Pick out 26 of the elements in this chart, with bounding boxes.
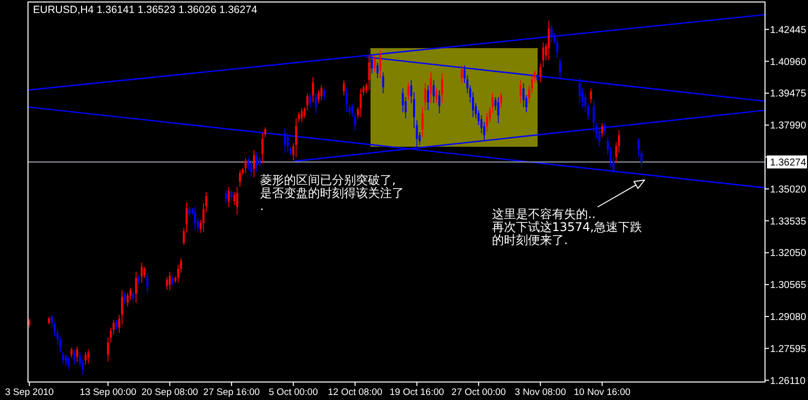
y-tick-label: 1.27595 (770, 344, 807, 355)
ref-line-label: 1.36274 (770, 157, 807, 168)
x-tick-label: 19 Oct 16:00 (390, 387, 444, 398)
y-tick-label: 1.40960 (770, 56, 807, 68)
x-tick-label: 27 Oct 00:00 (451, 387, 506, 398)
annotation: 菱形的区间已分别突破了,是否变盘的时刻得该关注了. (260, 173, 404, 213)
x-tick-label: 20 Sep 08:00 (142, 387, 198, 398)
y-tick-label: 1.30565 (770, 280, 807, 292)
y-tick-label: 1.39475 (770, 88, 807, 100)
x-tick-label: 27 Sep 16:00 (203, 387, 260, 398)
x-tick-label: 13 Sep 00:00 (80, 387, 136, 398)
x-tick-label: 3 Sep 2010 (5, 387, 54, 398)
annotation: 再次下试这13574,急速下跌的时刻便来了. (492, 220, 642, 247)
annotation: 这里是不容有失的.. (492, 207, 596, 221)
y-tick-label: 1.37990 (770, 120, 807, 132)
chart-title: EURUSD,H4 1.36141 1.36523 1.36026 1.36274 (33, 4, 258, 16)
y-tick-label: 1.35020 (770, 184, 807, 196)
x-tick-label: 12 Oct 08:00 (328, 387, 382, 398)
x-tick-label: 10 Nov 16:00 (574, 387, 630, 398)
y-tick-label: 1.32050 (770, 248, 807, 260)
y-tick-label: 1.33535 (770, 216, 807, 228)
y-tick-label: 1.29080 (770, 312, 807, 323)
x-tick-label: 5 Oct 00:00 (268, 387, 318, 398)
y-tick-label: 1.42445 (770, 24, 807, 36)
y-tick-label: 1.26110 (770, 376, 806, 387)
x-tick-label: 3 Nov 08:00 (514, 387, 566, 398)
